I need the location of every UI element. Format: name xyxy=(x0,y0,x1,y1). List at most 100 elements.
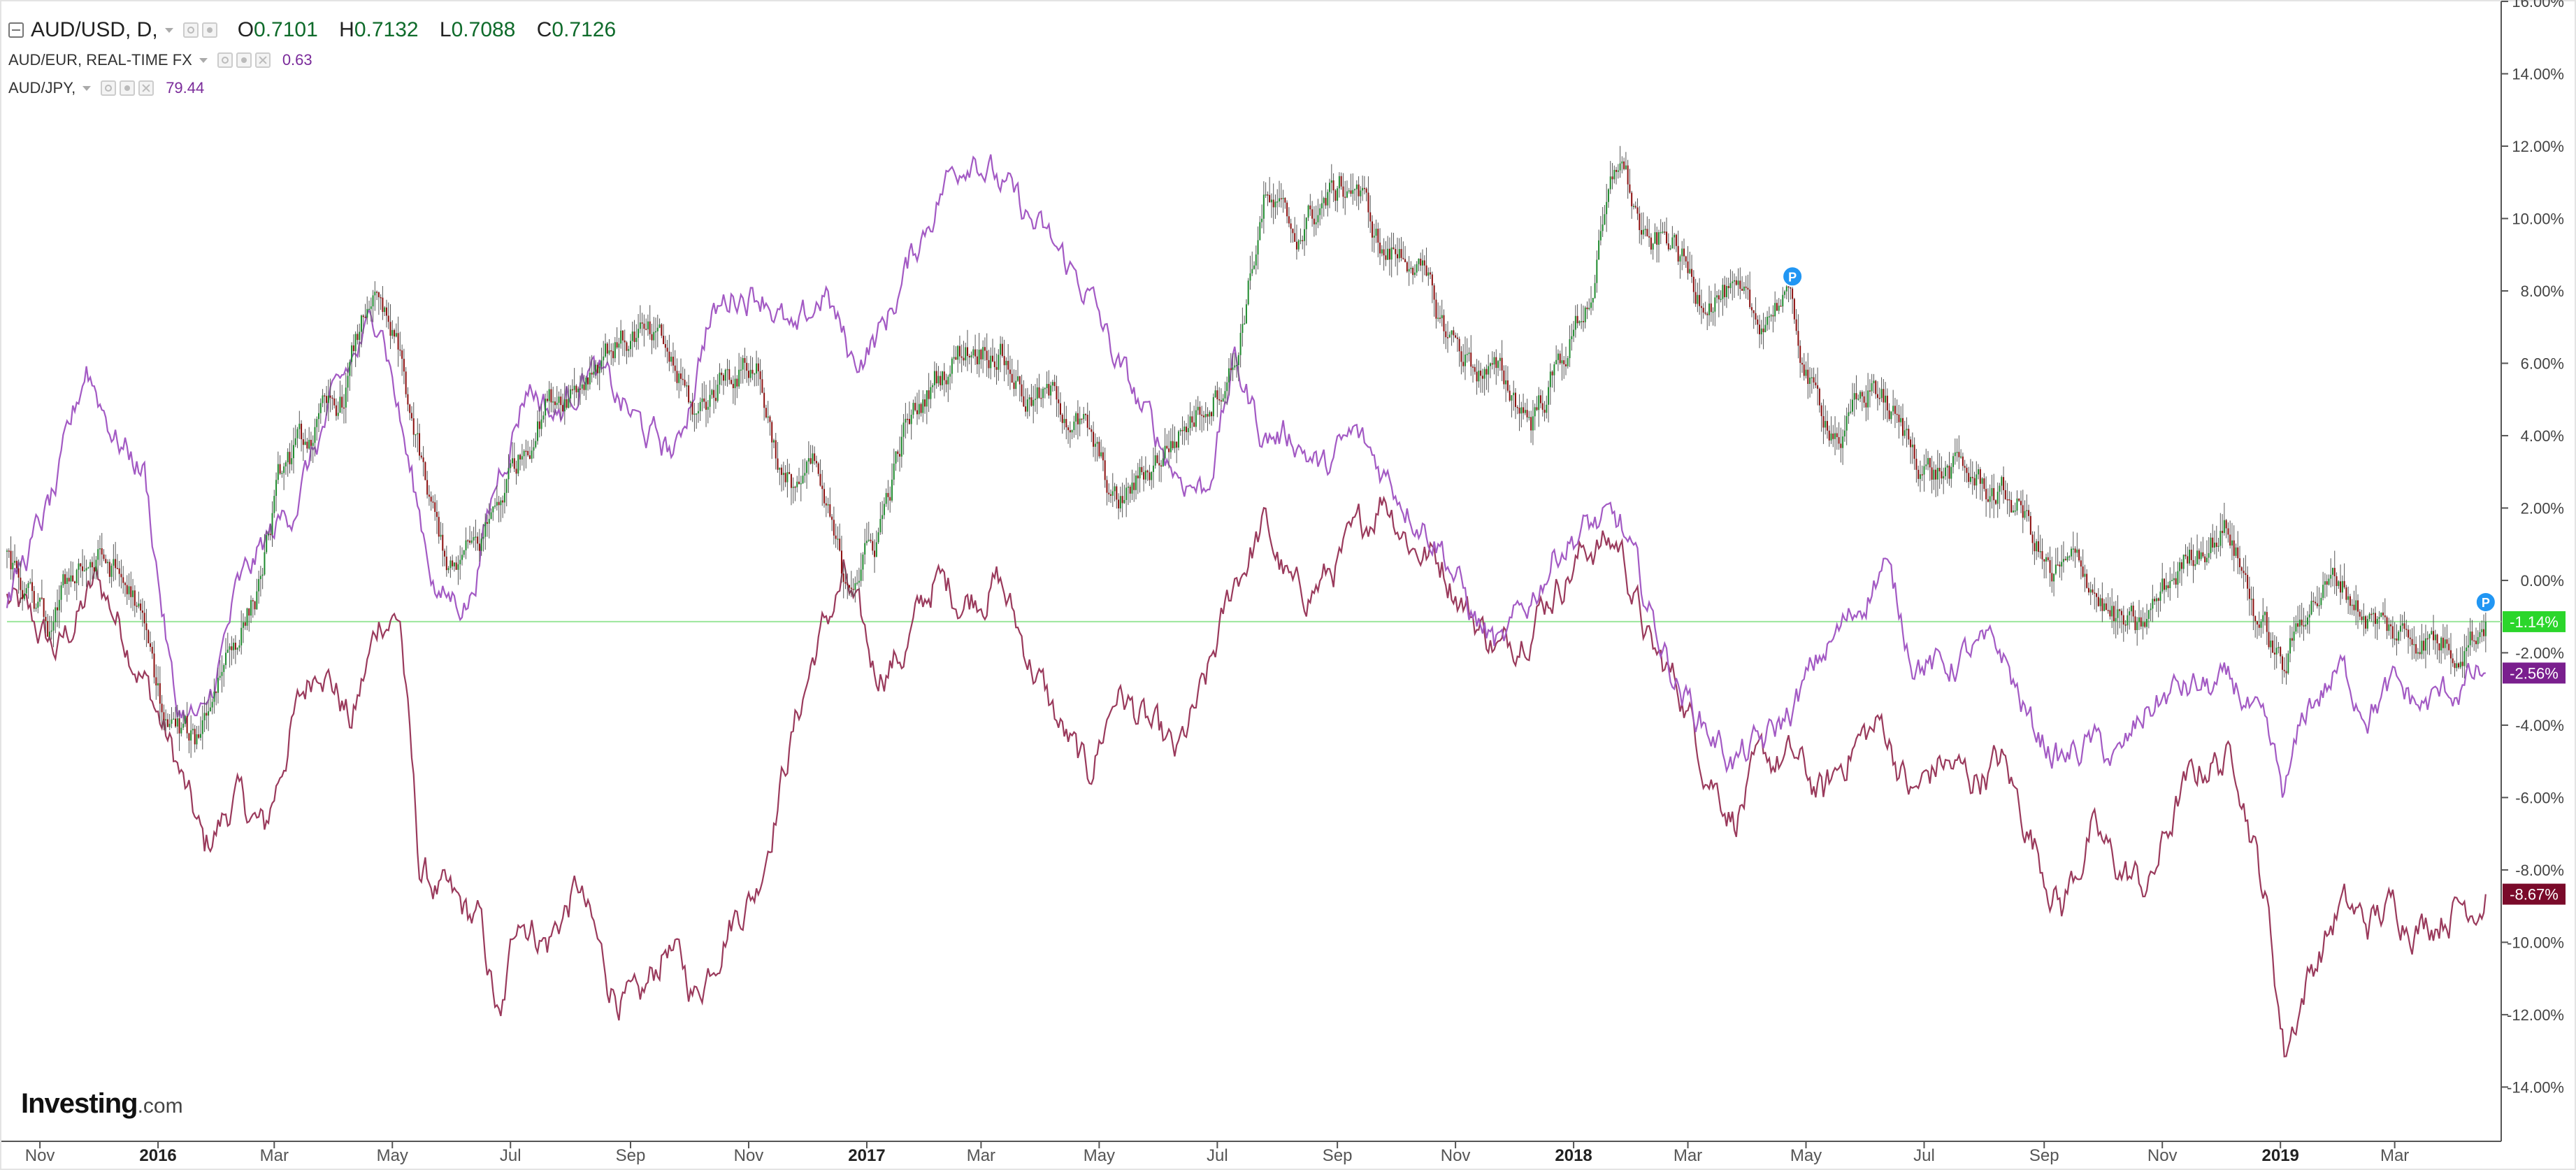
collapse-icon[interactable] xyxy=(8,22,24,38)
candle-body xyxy=(1051,382,1053,386)
candle-body xyxy=(1385,255,1387,260)
candle-body xyxy=(2134,616,2136,630)
candle-body xyxy=(1790,287,1792,289)
chevron-down-icon[interactable] xyxy=(199,57,208,63)
candle-body xyxy=(407,394,409,405)
candle-body xyxy=(1505,380,1507,385)
candle-body xyxy=(1464,355,1466,366)
gear-icon[interactable] xyxy=(236,52,252,68)
candle-body xyxy=(1857,399,1859,400)
candle-body xyxy=(1067,427,1070,431)
candle-body xyxy=(23,593,25,599)
candle-body xyxy=(1172,441,1174,448)
candle-body xyxy=(2233,540,2235,556)
candle-body xyxy=(459,559,461,564)
candle-body xyxy=(1606,201,1608,215)
candle-body xyxy=(1050,385,1052,396)
x-tick-label: May xyxy=(1084,1146,1115,1165)
candle-body xyxy=(1325,198,1327,206)
candle-body xyxy=(2250,599,2252,600)
candle-body xyxy=(1669,248,1671,250)
candle-body xyxy=(2245,573,2247,576)
close-icon[interactable] xyxy=(138,80,154,96)
aud-eur-symbol[interactable]: AUD/EUR, REAL-TIME FX xyxy=(8,51,192,69)
candle-body xyxy=(1850,411,1852,413)
aud-jpy-symbol[interactable]: AUD/JPY, xyxy=(8,79,76,97)
candle-body xyxy=(2152,599,2154,609)
candle-body xyxy=(1973,478,1976,486)
candle-body xyxy=(445,556,447,571)
close-value: 0.7126 xyxy=(552,18,617,41)
candle-body xyxy=(217,678,219,693)
candle-body xyxy=(535,441,537,448)
candle-body xyxy=(1143,472,1145,480)
eye-icon[interactable] xyxy=(217,52,233,68)
candle-body xyxy=(2200,552,2202,559)
candle-body xyxy=(1739,280,1741,290)
candle-body xyxy=(1137,475,1139,478)
candle-body xyxy=(2477,636,2479,645)
candle-body xyxy=(136,606,138,607)
eye-icon[interactable] xyxy=(101,80,117,96)
candle-body xyxy=(301,423,303,440)
candle-body xyxy=(503,492,505,503)
candle-body xyxy=(1358,184,1360,197)
candle-body xyxy=(2132,605,2134,617)
candle-body xyxy=(1154,455,1156,466)
candle-body xyxy=(487,522,489,524)
candle-body xyxy=(519,455,521,459)
candle-body xyxy=(287,452,289,463)
candle-body xyxy=(225,652,227,665)
candle-body xyxy=(1476,371,1478,382)
marker-p-icon xyxy=(1782,266,1804,287)
candle-body xyxy=(22,590,24,599)
candle-body xyxy=(2444,639,2446,648)
candle-body xyxy=(2466,647,2468,652)
candle-body xyxy=(1584,307,1586,322)
candle-body xyxy=(2322,585,2324,598)
candle-body xyxy=(905,418,907,423)
candle-body xyxy=(840,550,842,574)
candle-body xyxy=(2223,520,2225,534)
candle-body xyxy=(862,554,864,570)
candle-body xyxy=(1058,399,1060,404)
candle-body xyxy=(219,676,221,678)
candle-body xyxy=(850,587,852,590)
chevron-down-icon[interactable] xyxy=(164,27,173,33)
candle-body xyxy=(2340,581,2342,593)
candle-body xyxy=(2305,625,2307,627)
candle-body xyxy=(1766,316,1769,325)
y-tick-label: 16.00% xyxy=(2512,0,2564,10)
candle-body xyxy=(1214,390,1216,397)
candle-body xyxy=(512,458,514,464)
candle-body xyxy=(1493,357,1495,365)
candle-body xyxy=(1599,231,1602,241)
candle-body xyxy=(2049,560,2051,573)
candle-body xyxy=(819,473,821,486)
investing-logo[interactable]: Investing.com xyxy=(21,1088,183,1120)
main-symbol[interactable]: AUD/USD, D, xyxy=(31,18,158,41)
y-tick-label: 4.00% xyxy=(2521,427,2564,445)
candle-body xyxy=(186,715,188,734)
candle-body xyxy=(2421,641,2423,655)
candle-body xyxy=(203,713,206,720)
gear-icon[interactable] xyxy=(201,22,217,38)
candle-body xyxy=(405,371,407,394)
aud-jpy-value: 79.44 xyxy=(166,79,205,97)
candle-body xyxy=(1799,345,1801,363)
close-icon[interactable] xyxy=(254,52,271,68)
candle-body xyxy=(1646,229,1648,236)
candle-body xyxy=(2198,550,2200,559)
gear-icon[interactable] xyxy=(120,80,136,96)
candle-body xyxy=(35,607,37,609)
chevron-down-icon[interactable] xyxy=(82,85,92,91)
candle-body xyxy=(1207,414,1209,417)
candle-body xyxy=(885,492,887,504)
candle-body xyxy=(895,451,897,464)
eye-icon[interactable] xyxy=(182,22,199,38)
candle-body xyxy=(85,568,87,571)
x-tick-label: Nov xyxy=(2147,1146,2178,1165)
candle-body xyxy=(1300,240,1302,241)
candle-body xyxy=(990,355,992,369)
